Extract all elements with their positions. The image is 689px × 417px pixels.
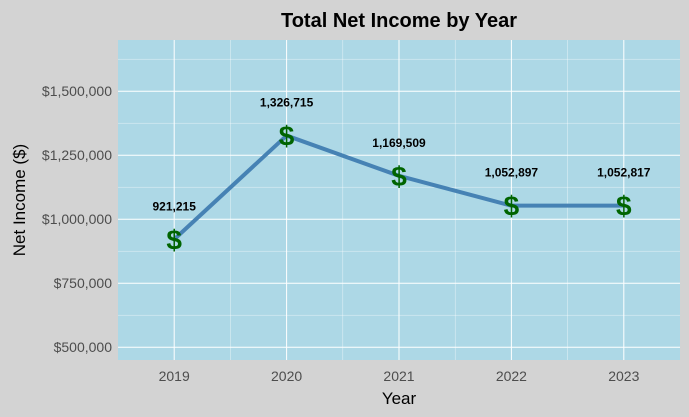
y-tick-label: $1,500,000 <box>42 83 112 99</box>
y-tick-label: $1,000,000 <box>42 211 112 227</box>
dollar-marker-icon: $ <box>166 224 182 255</box>
y-axis-title: Net Income ($) <box>10 144 29 256</box>
x-tick-labels: 2019 2020 2021 2022 2023 <box>159 368 640 384</box>
dollar-marker-icon: $ <box>391 161 407 192</box>
marker-group: $ $ $ $ $ <box>166 121 632 256</box>
dollar-marker-icon: $ <box>279 121 295 152</box>
data-label: 921,215 <box>153 199 197 213</box>
grid-lines <box>118 40 680 360</box>
x-tick-label: 2020 <box>271 368 302 384</box>
x-tick-label: 2022 <box>496 368 527 384</box>
series-line <box>172 133 626 242</box>
dollar-marker-icon: $ <box>616 191 632 222</box>
x-tick-label: 2023 <box>608 368 639 384</box>
y-tick-label: $750,000 <box>54 275 113 291</box>
y-tick-labels: $500,000 $750,000 $1,000,000 $1,250,000 $1,5… <box>42 83 112 355</box>
y-tick-label: $1,250,000 <box>42 147 112 163</box>
series-line-group <box>172 133 626 242</box>
chart-title: Total Net Income by Year <box>281 10 517 32</box>
data-label: 1,326,715 <box>260 96 314 110</box>
x-tick-label: 2021 <box>383 368 414 384</box>
data-label: 1,169,509 <box>372 136 426 150</box>
data-label-group: 921,215 1,326,715 1,169,509 1,052,897 1,052,… <box>153 96 651 214</box>
dollar-marker-icon: $ <box>504 191 520 222</box>
data-label: 1,052,897 <box>485 166 539 180</box>
x-tick-label: 2019 <box>159 368 190 384</box>
data-label: 1,052,817 <box>597 166 651 180</box>
y-tick-label: $500,000 <box>54 339 113 355</box>
x-axis-title: Year <box>382 389 417 408</box>
